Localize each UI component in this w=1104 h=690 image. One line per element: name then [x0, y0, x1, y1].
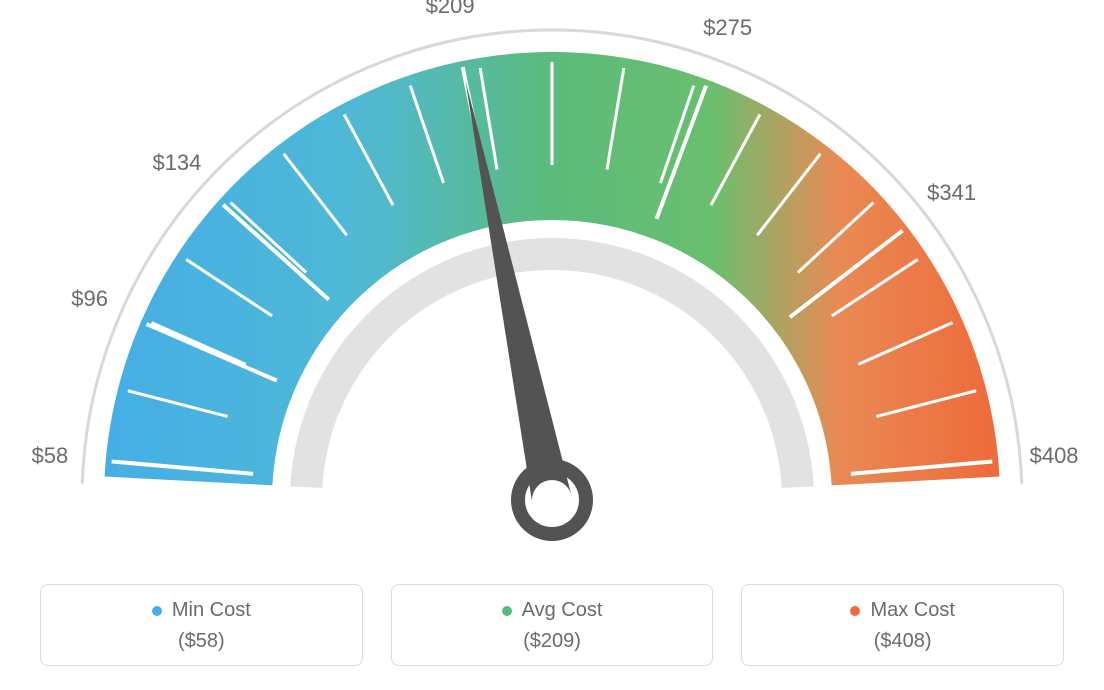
legend-dot-avg: [502, 606, 512, 616]
legend-top: Max Cost: [752, 599, 1053, 622]
gauge-tick-label: $275: [703, 15, 752, 41]
legend-label-min: Min Cost: [172, 599, 251, 622]
gauge-tick-label: $209: [426, 0, 475, 19]
cost-gauge: $58 $96 $134 $209 $275 $341 $408: [0, 0, 1104, 560]
legend-row: Min Cost ($58) Avg Cost ($209) Max Cost …: [40, 584, 1064, 666]
legend-top: Avg Cost: [402, 599, 703, 622]
legend-value-avg: ($209): [402, 630, 703, 653]
legend-card-max: Max Cost ($408): [741, 584, 1064, 666]
legend-value-min: ($58): [51, 630, 352, 653]
legend-dot-min: [152, 606, 162, 616]
gauge-tick-label: $341: [927, 180, 976, 206]
legend-value-max: ($408): [752, 630, 1053, 653]
legend-dot-max: [850, 606, 860, 616]
gauge-tick-label: $134: [152, 150, 201, 176]
gauge-tick-label: $96: [71, 286, 108, 312]
gauge-tick-label: $408: [1030, 443, 1079, 469]
legend-card-min: Min Cost ($58): [40, 584, 363, 666]
gauge-tick-label: $58: [32, 443, 69, 469]
gauge-svg: [0, 0, 1104, 560]
legend-label-max: Max Cost: [870, 599, 954, 622]
legend-label-avg: Avg Cost: [522, 599, 603, 622]
legend-top: Min Cost: [51, 599, 352, 622]
legend-card-avg: Avg Cost ($209): [391, 584, 714, 666]
